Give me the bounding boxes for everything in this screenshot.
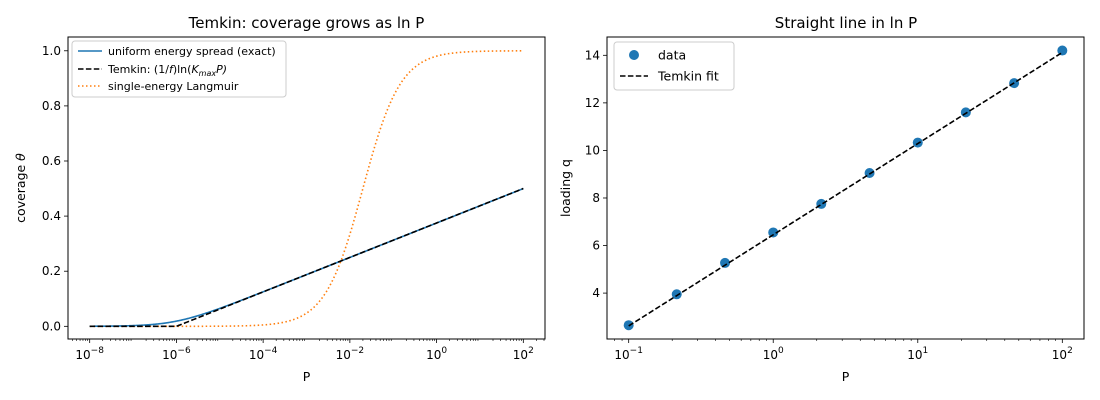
right-series-marks [623,45,1068,331]
right-x-tick-label: 10−1 [614,346,643,362]
series-line-temkin-fit [628,51,1063,327]
left-y-axis-label: coverage θ [13,153,28,223]
data-point [720,257,731,268]
legend-label-uniform: uniform energy spread (exact) [108,45,276,58]
left-y-tick-label: 0.2 [42,264,61,278]
right-x-tick-label: 102 [1052,346,1073,362]
left-plot-area [67,36,546,340]
right-axes-frame [606,36,1085,340]
left-series-lines [89,50,524,328]
legend-label-langmuir: single-energy Langmuir [108,80,239,93]
right-x-ticks: 10−1 100 101 102 [614,339,1073,362]
left-legend-box [71,40,287,98]
left-y-ticks: 0.0 0.2 0.4 0.6 0.8 1.0 [42,44,68,333]
left-y-axis-label-text: coverage [13,161,28,223]
left-chart-title: Temkin: coverage grows as ln P [188,14,425,32]
legend-label-data: data [658,48,686,63]
legend-swatch-data [629,50,639,60]
right-y-tick-label: 8 [592,191,600,205]
right-x-tick-label: 100 [763,346,784,362]
left-x-tick-label: 100 [426,346,447,362]
left-legend: uniform energy spread (exact) Temkin: (1… [71,40,287,98]
left-y-tick-label: 1.0 [42,44,61,58]
right-y-tick-label: 4 [592,286,600,300]
data-point [671,289,682,300]
right-y-ticks: 4 6 8 10 12 14 [585,48,607,300]
left-axes-frame [67,36,546,340]
data-point [912,137,923,148]
right-y-tick-label: 12 [585,96,600,110]
left-x-ticks: 10−8 10−6 10−4 10−2 100 102 [72,339,545,362]
left-y-tick-label: 0.8 [42,99,61,113]
right-y-tick-label: 14 [585,48,600,62]
left-y-tick-label: 0.6 [42,154,61,168]
right-x-tick-label: 101 [907,346,928,362]
right-chart-title: Straight line in ln P [775,14,917,32]
series-line-uniform [89,187,524,328]
theta-symbol: θ [13,153,28,161]
chart-left: Temkin: coverage grows as ln P 10−8 10−6 1… [13,14,546,384]
chart-right: Straight line in ln P 10−1 100 101 102 4 6 8 1… [558,14,1085,384]
right-y-axis-label: loading q [558,159,573,217]
right-legend-box [613,41,735,91]
right-y-tick-label: 6 [592,239,600,253]
legend-label-fit: Temkin fit [657,69,719,84]
left-y-tick-label: 0.0 [42,319,61,333]
legend-label-temkin: Temkin: (1/f)ln(KmaxP) [107,63,227,78]
series-line-temkin [89,187,524,328]
left-x-tick-label: 10−2 [336,346,365,362]
left-x-tick-label: 10−8 [75,346,104,362]
data-point [1057,45,1068,56]
left-x-tick-label: 10−4 [249,346,278,362]
right-x-axis-label: P [842,369,850,384]
left-x-axis-label: P [303,369,311,384]
left-x-tick-label: 102 [513,346,534,362]
left-x-tick-label: 10−6 [162,346,191,362]
right-y-tick-label: 10 [585,143,600,157]
right-plot-area [606,36,1085,340]
left-y-tick-label: 0.4 [42,209,61,223]
data-point [768,227,779,238]
right-legend: data Temkin fit [613,41,735,91]
